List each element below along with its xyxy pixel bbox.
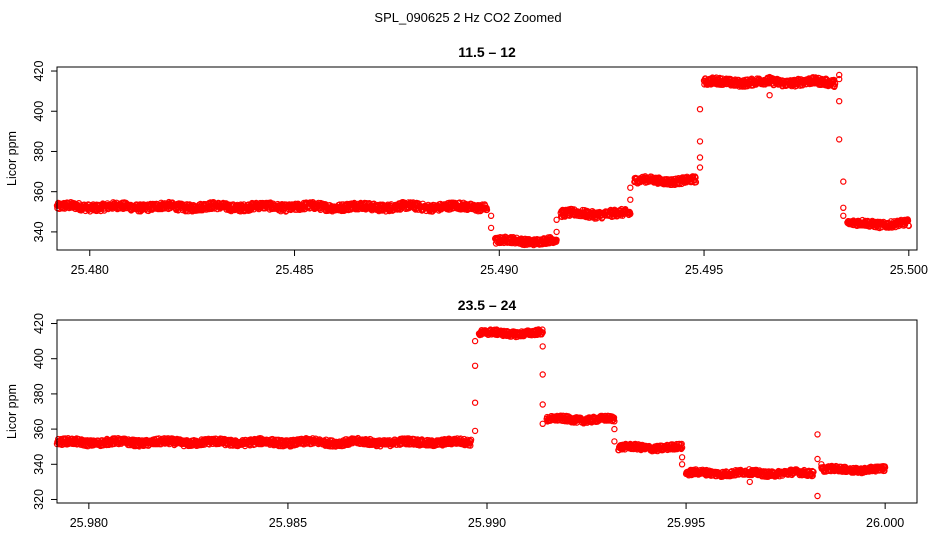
data-point [809,472,816,479]
data-point [696,164,704,171]
data-point [539,371,546,378]
data-point [818,461,825,468]
data-points [53,71,913,249]
data-point [678,461,686,468]
data-point [881,464,889,471]
data-point [814,492,821,500]
data-point [610,414,618,421]
chart-panel-1: 11.5 – 12 Licor ppm 25.480 25.485 25.490 25.4… [5,44,928,277]
data-point [678,454,686,461]
figure-title: SPL_090625 2 Hz CO2 Zoomed [374,10,561,25]
data-point [553,236,560,244]
data-point [678,444,686,451]
x-tick-label: 25.485 [275,263,313,277]
y-tick-label: 420 [32,313,46,334]
data-point [539,343,546,350]
y-tick-label: 380 [32,141,46,162]
data-point [539,420,546,427]
data-points [53,326,889,500]
data-point [836,75,843,83]
data-point [905,222,913,230]
data-point [766,73,773,81]
y-tick-label: 340 [32,221,46,242]
data-point [471,427,479,435]
data-point [471,337,479,345]
y-tick-label: 340 [32,454,46,475]
data-point [627,210,634,218]
data-point [627,196,634,203]
panel-title: 23.5 – 24 [458,297,517,313]
chart-panel-2: 23.5 – 24 Licor ppm 25.980 25.985 25.990 25.9… [5,297,918,530]
data-point [836,97,843,105]
data-point [831,80,839,88]
data-point [814,431,821,438]
y-axis-label: Licor ppm [5,131,19,186]
x-tick-label: 25.995 [667,516,705,530]
data-point [539,329,546,336]
y-tick-label: 380 [32,383,46,404]
data-point [471,399,479,406]
data-point [810,468,817,476]
data-point [696,138,704,145]
y-tick-label: 400 [32,348,46,369]
data-point [553,216,560,223]
data-point [611,425,618,433]
y-tick-label: 360 [32,181,46,202]
data-point [487,224,495,232]
data-point [696,154,704,161]
data-point [766,91,773,99]
x-tick-label: 25.985 [269,516,307,530]
data-point [467,436,475,443]
data-point [840,178,847,185]
x-tick-label: 26.000 [866,516,904,530]
data-point [692,178,700,186]
data-point [539,401,546,408]
x-tick-label: 25.495 [685,263,723,277]
data-point [539,326,546,333]
data-point [696,105,704,113]
data-point [611,438,618,445]
data-point [840,204,847,211]
plot-frame [56,66,918,251]
y-tick-label: 400 [32,101,46,122]
data-point [553,228,560,236]
data-point [611,418,618,425]
x-tick-label: 25.490 [480,263,518,277]
x-tick-label: 25.980 [70,516,108,530]
data-point [483,206,491,214]
x-tick-label: 25.990 [468,516,506,530]
data-point [678,440,685,448]
data-point [814,455,821,463]
y-axis-label: Licor ppm [5,384,19,439]
panel-title: 11.5 – 12 [458,44,516,60]
data-point [608,417,616,425]
x-tick-label: 25.480 [71,263,109,277]
data-point [487,212,495,219]
y-tick-label: 420 [32,61,46,82]
data-point [471,362,479,369]
data-point [836,136,843,143]
y-tick-label: 360 [32,419,46,440]
data-point [881,467,888,474]
data-point [467,442,474,449]
data-point [836,71,843,79]
data-point [840,212,847,219]
x-tick-label: 25.500 [890,263,928,277]
data-point [746,478,754,486]
data-point [627,184,634,191]
y-tick-label: 320 [32,489,46,510]
